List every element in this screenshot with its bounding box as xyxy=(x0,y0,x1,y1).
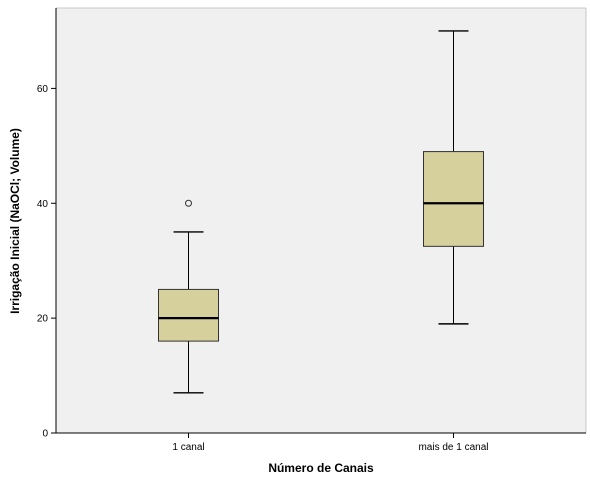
axes: 0 20 40 60 1 canal mais de 1 canal xyxy=(37,7,587,453)
y-tick-label: 20 xyxy=(37,314,49,325)
plot-area xyxy=(56,8,586,433)
iqr-box xyxy=(423,151,484,247)
outlier-point xyxy=(185,199,192,207)
y-tick-label: 60 xyxy=(37,84,49,95)
y-tick-label: 0 xyxy=(42,429,48,440)
y-axis-title: Irrigação Inicial (NaOCl; Volume) xyxy=(8,128,22,314)
x-tick-label: mais de 1 canal xyxy=(418,442,488,453)
box-marks xyxy=(158,30,484,394)
box-group xyxy=(158,199,219,394)
box-group xyxy=(423,30,484,325)
x-axis-title: Número de Canais xyxy=(268,461,374,475)
iqr-box xyxy=(158,288,219,342)
y-tick-label: 40 xyxy=(37,199,49,210)
x-tick-label: 1 canal xyxy=(172,442,204,453)
